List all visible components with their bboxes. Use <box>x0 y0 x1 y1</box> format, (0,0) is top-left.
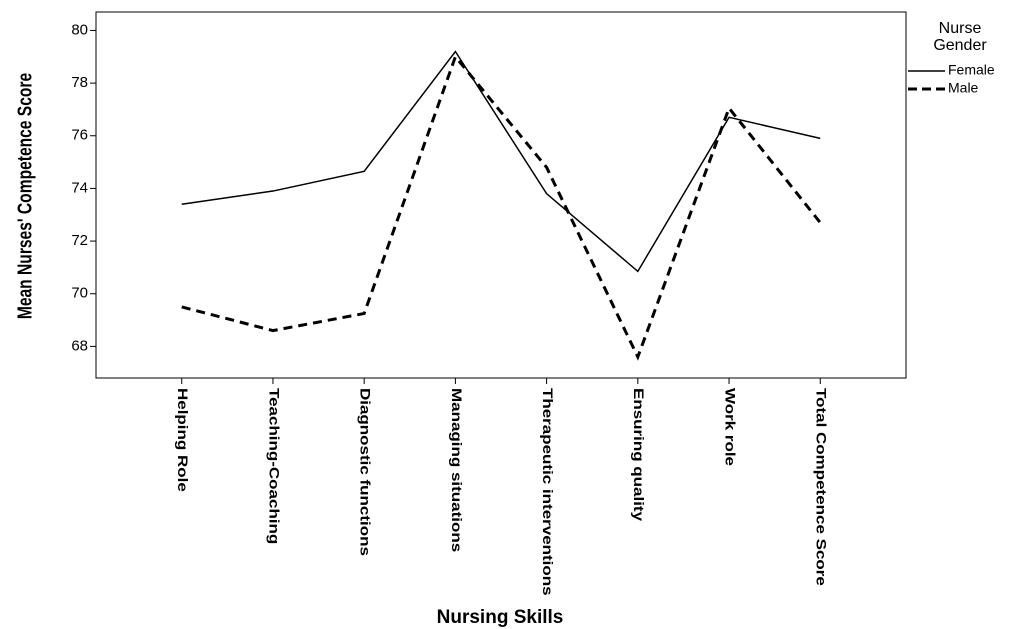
y-axis-label: Mean Nurses' Competence Score <box>13 73 35 319</box>
y-tick-label: 78 <box>71 74 88 91</box>
x-tick-label: Ensuring quality <box>631 388 646 522</box>
y-tick-label: 76 <box>71 127 88 144</box>
series-line <box>181 53 822 361</box>
y-tick-label: 72 <box>71 232 88 249</box>
x-tick-label: Managing situations <box>448 388 463 552</box>
y-tick-label: 68 <box>71 337 88 354</box>
legend-label: Male <box>948 80 979 96</box>
legend-title: Nurse Gender <box>933 20 987 54</box>
x-tick-label: Teaching-Coaching <box>266 388 281 544</box>
x-tick-label: Work role <box>722 388 737 466</box>
x-tick-label: Therapeutic interventions <box>539 388 554 596</box>
series-line <box>181 50 821 273</box>
plot-frame <box>95 11 907 379</box>
x-tick-label: Helping Role <box>175 388 190 492</box>
x-tick-label: Diagnostic functions <box>357 388 372 556</box>
y-tick-label: 80 <box>71 21 88 38</box>
x-axis-label: Nursing Skills <box>437 607 564 628</box>
y-tick-label: 74 <box>71 179 88 196</box>
y-tick-label: 70 <box>71 285 88 302</box>
x-tick-label: Total Competence Score <box>813 388 828 586</box>
legend-label: Female <box>948 62 995 78</box>
